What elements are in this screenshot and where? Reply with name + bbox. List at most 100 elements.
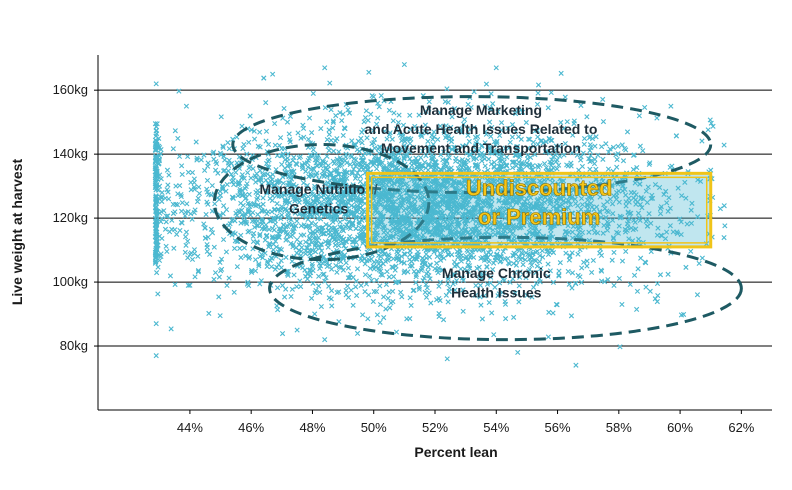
data-point-outlier <box>515 349 521 356</box>
data-point <box>548 199 554 205</box>
data-point-outlier <box>322 65 328 71</box>
data-point <box>584 263 590 269</box>
data-point <box>600 119 607 125</box>
data-point <box>393 263 399 269</box>
data-point <box>436 311 442 317</box>
data-point <box>252 257 259 263</box>
data-point <box>226 146 232 152</box>
data-point <box>626 195 632 201</box>
data-point <box>263 128 270 134</box>
data-point <box>542 148 548 155</box>
data-point <box>220 144 226 151</box>
data-point <box>507 279 513 285</box>
data-point <box>386 107 393 113</box>
data-point <box>251 200 257 207</box>
data-point <box>369 93 375 99</box>
data-point <box>330 119 336 126</box>
data-point-outlier <box>493 65 499 71</box>
data-point <box>587 166 593 172</box>
data-point <box>281 222 287 228</box>
data-point <box>252 218 258 224</box>
data-point <box>589 269 595 276</box>
data-point <box>569 150 575 156</box>
data-point <box>619 301 625 308</box>
data-point <box>294 218 300 224</box>
data-point <box>288 240 294 247</box>
data-point <box>437 279 443 285</box>
data-point <box>537 259 543 265</box>
data-point <box>443 135 449 141</box>
data-point <box>473 218 479 224</box>
data-point <box>465 269 471 275</box>
data-point <box>327 189 333 195</box>
data-point <box>217 313 223 319</box>
y-tick-label: 140kg <box>53 146 88 161</box>
data-point <box>303 168 309 174</box>
data-point <box>192 274 198 280</box>
data-point <box>328 107 334 113</box>
data-point <box>196 184 202 190</box>
data-point <box>513 129 519 135</box>
data-point <box>292 210 298 216</box>
data-point <box>377 283 383 289</box>
data-point <box>530 143 537 149</box>
data-point <box>276 142 283 149</box>
data-point <box>681 311 687 318</box>
data-point <box>398 289 404 295</box>
data-point <box>658 232 664 238</box>
data-point <box>326 131 332 137</box>
data-point <box>281 145 288 152</box>
data-point <box>289 258 295 264</box>
data-point <box>390 118 396 124</box>
data-point <box>565 163 571 169</box>
data-point <box>310 280 316 286</box>
data-point <box>182 234 189 240</box>
data-point <box>189 216 195 222</box>
data-point <box>519 251 526 257</box>
data-point <box>616 275 622 282</box>
data-point <box>202 167 208 174</box>
data-point <box>589 195 595 202</box>
data-point <box>176 153 183 160</box>
data-point <box>590 222 596 228</box>
data-point <box>443 292 449 298</box>
data-point <box>294 237 300 243</box>
data-point <box>194 157 200 163</box>
data-point <box>464 150 470 156</box>
data-point <box>311 193 317 199</box>
data-point <box>310 229 316 235</box>
data-point <box>530 284 537 290</box>
data-point <box>212 201 218 207</box>
data-point <box>194 199 201 205</box>
data-point <box>615 143 621 149</box>
data-point <box>333 217 339 223</box>
data-point <box>257 129 263 135</box>
data-point <box>219 183 226 189</box>
data-point <box>378 93 384 99</box>
data-point <box>526 192 532 198</box>
data-point <box>366 292 372 298</box>
data-point <box>179 163 185 169</box>
data-point-outlier <box>322 337 328 343</box>
data-point <box>561 125 567 131</box>
data-point <box>545 261 551 267</box>
y-axis-title: Live weight at harvest <box>9 159 25 306</box>
data-point <box>548 89 554 96</box>
data-point <box>617 213 623 219</box>
data-point <box>263 138 269 144</box>
data-point <box>527 136 533 142</box>
data-point <box>403 148 409 154</box>
data-point <box>289 286 295 292</box>
data-point <box>635 210 642 216</box>
data-point <box>600 96 606 102</box>
data-point <box>371 259 377 265</box>
data-point <box>673 133 679 139</box>
data-point <box>354 330 361 336</box>
data-point <box>312 311 318 317</box>
data-point <box>634 288 641 294</box>
data-point <box>345 275 351 281</box>
data-point <box>537 253 543 259</box>
data-point <box>479 316 485 322</box>
data-point <box>468 104 474 110</box>
data-point <box>479 275 485 282</box>
